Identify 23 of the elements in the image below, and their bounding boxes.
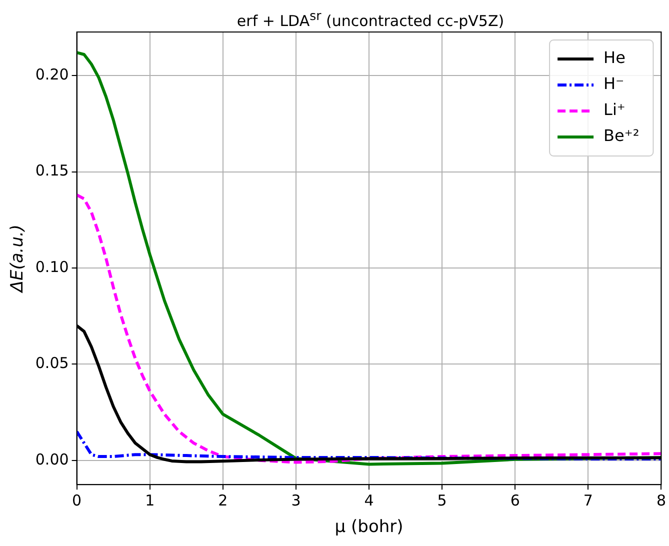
- line-series: [76, 430, 662, 460]
- x-tick-label: 6: [510, 491, 520, 510]
- y-tick-label: 0.20: [35, 66, 69, 84]
- x-tick-label: 8: [656, 491, 666, 510]
- legend-label: Li⁺: [604, 100, 626, 120]
- x-tick-label: 7: [583, 491, 593, 510]
- legend-label: H⁻: [604, 74, 624, 94]
- line-series: [76, 193, 662, 464]
- y-tick-label: 0.00: [35, 450, 69, 468]
- x-tick-label: 0: [72, 491, 82, 510]
- y-axis-title: ΔE(a.u.): [8, 224, 28, 294]
- chart-title: erf + LDA$^{sr}$ (uncontracted cc-pV5Z): [236, 8, 506, 30]
- legend-label: He: [604, 48, 626, 68]
- y-tick-label: 0.05: [35, 354, 69, 372]
- x-tick-label: 4: [364, 491, 374, 510]
- x-tick-label: 1: [145, 491, 155, 510]
- x-tick-label: 2: [218, 491, 228, 510]
- y-tick-label: 0.10: [35, 258, 69, 276]
- legend-label: Be⁺²: [604, 126, 640, 146]
- x-tick-label: 5: [437, 491, 447, 510]
- x-axis-title: μ (bohr): [334, 517, 404, 538]
- x-tick-label: 3: [291, 491, 301, 510]
- y-tick-label: 0.15: [35, 162, 69, 180]
